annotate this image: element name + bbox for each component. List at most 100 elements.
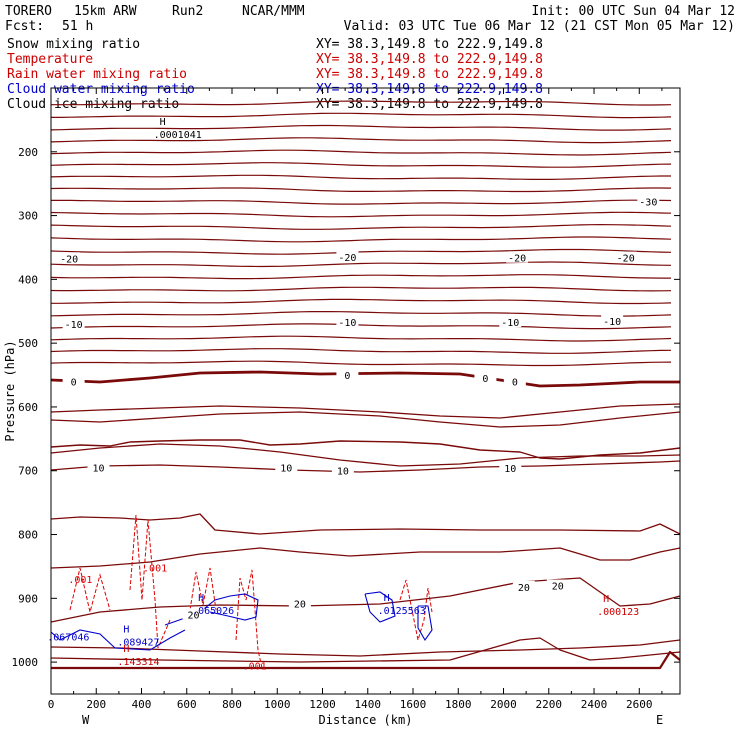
temperature-contour-line	[51, 112, 672, 119]
temperature-contour-line	[50, 149, 672, 156]
temperature-contour-line	[50, 639, 681, 657]
legend-field-xy: XY= 38.3,149.8 to 222.9,149.8	[316, 37, 543, 52]
x-tick-label: 400	[132, 698, 152, 711]
run-label: Run2	[172, 4, 203, 19]
extremum-mark: H	[123, 644, 129, 655]
valid-time: Valid: 03 UTC Tue 06 Mar 12 (21 CST Mon …	[344, 19, 735, 34]
temperature-contour-line	[50, 174, 671, 180]
x-tick-label: 2200	[536, 698, 563, 711]
temperature-contour-line	[50, 443, 681, 467]
temperature-label-mask	[474, 372, 497, 384]
y-tick-label: 700	[18, 465, 38, 478]
temperature-label-mask	[614, 251, 637, 263]
temperature-contour-label: 0	[482, 374, 488, 385]
x-tick-label: 1800	[445, 698, 472, 711]
x-tick-label: 1000	[264, 698, 291, 711]
temperature-contour-label: -20	[338, 253, 356, 264]
org-label: NCAR/MMM	[242, 4, 305, 19]
temperature-contour-line	[50, 162, 672, 168]
temperature-contour-label: 10	[280, 464, 292, 475]
temperature-contour-label: -20	[617, 254, 635, 265]
temperature-contour-label: 20	[518, 583, 530, 594]
extremum-value: .067046	[47, 633, 89, 644]
legend-field-xy: XY= 38.3,149.8 to 222.9,149.8	[316, 97, 543, 112]
rain-contour-label: .001	[68, 575, 92, 586]
temperature-contour-line	[50, 211, 672, 218]
temperature-contour-line	[50, 577, 681, 623]
temperature-contour-line	[51, 199, 672, 205]
x-tick-label: 800	[222, 698, 242, 711]
y-tick-label: 200	[18, 146, 38, 159]
ground-surface-line	[51, 650, 681, 670]
temperature-label-mask	[546, 579, 569, 591]
extremum-value: .0001041	[154, 130, 202, 141]
extremum-value: .143314	[117, 657, 159, 668]
temperature-contour-label: 10	[337, 467, 349, 478]
temperature-contour-line	[51, 298, 672, 305]
temperature-contour-label: 10	[92, 464, 104, 475]
x-tick-label: 2400	[581, 698, 608, 711]
extrema-labels: H.0001041H.000123H.0125563H.089427H.0650…	[47, 117, 639, 668]
temperature-contour-label: -10	[338, 318, 356, 329]
temperature-contour-line	[50, 274, 671, 280]
west-end-label: W	[82, 713, 90, 727]
model-name: TORERO	[5, 4, 52, 19]
temperature-label-mask	[506, 251, 529, 263]
temperature-contour-label: -10	[65, 320, 83, 331]
temperature-label-mask	[336, 316, 359, 328]
temperature-label-mask	[275, 461, 298, 473]
x-tick-label: 1400	[355, 698, 382, 711]
rain-contour-line	[189, 567, 217, 611]
x-tick-label: 1200	[309, 698, 336, 711]
temperature-contour-label: 20	[188, 610, 200, 621]
plot-area: -30 -20 -20 -20 -20 -10 -10 -10 -10 0 0 0 0 10 10 10 10 2…	[12, 87, 681, 711]
temperature-contour-line	[50, 323, 672, 330]
temperature-label-mask	[58, 252, 81, 264]
temperature-contour-line	[51, 100, 672, 106]
freezing-level-contour	[50, 370, 680, 388]
temperature-contour-label: 0	[71, 377, 77, 388]
grid-label: 15km ARW	[74, 4, 137, 19]
temperature-contour-line	[50, 248, 672, 255]
temperature-label-mask	[182, 608, 205, 620]
temperature-label-mask	[288, 597, 311, 609]
fcst-label: Fcst:	[5, 19, 44, 34]
contour-labels: -30 -20 -20 -20 -20 -10 -10 -10 -10 0 0 0 0 10 10 10 10 2…	[58, 195, 660, 672]
y-tick-label: 500	[18, 337, 38, 350]
y-axis-label: Pressure (hPa)	[3, 340, 17, 441]
temperature-contour-label: 20	[552, 582, 564, 593]
rain-contour-line	[69, 567, 111, 613]
rain-contour-line	[129, 514, 171, 649]
rain-contour-line	[235, 569, 263, 669]
temperature-label-mask	[499, 462, 522, 474]
temperature-contour-label: -20	[508, 254, 526, 265]
legend-field-name: Cloud water mixing ratio	[7, 82, 195, 97]
extremum-value: .065026	[192, 606, 234, 617]
temperature-label-mask	[503, 375, 526, 387]
temperature-contour-line	[50, 360, 672, 367]
temperature-contour-line	[50, 124, 672, 131]
legend-field-xy: XY= 38.3,149.8 to 222.9,149.8	[316, 52, 543, 67]
temperature-contour-line	[50, 261, 672, 268]
temperature-label-mask	[499, 316, 522, 328]
cloud-water-contour-line	[364, 591, 396, 623]
y-tick-label: 900	[18, 592, 38, 605]
temperature-label-mask	[637, 195, 660, 207]
temperature-contour-line	[50, 223, 672, 230]
temperature-contour-label: -20	[60, 254, 78, 265]
temperature-contour-line	[50, 411, 681, 428]
temperature-contour-label: -30	[639, 198, 657, 209]
temperature-contour-line	[50, 403, 681, 419]
temperature-contours	[50, 100, 681, 670]
temperature-contour-label: -10	[603, 317, 621, 328]
temperature-contour-line	[50, 513, 681, 535]
extremum-mark: H	[198, 593, 204, 604]
temperature-contour-label: -10	[501, 318, 519, 329]
temperature-label-mask	[331, 464, 354, 476]
fcst-value: 51 h	[62, 19, 93, 34]
temperature-contour-line	[50, 460, 681, 473]
temperature-contour-line	[50, 348, 672, 354]
rain-contour-label: .001	[243, 661, 267, 672]
extremum-value: .0125563	[378, 606, 426, 617]
